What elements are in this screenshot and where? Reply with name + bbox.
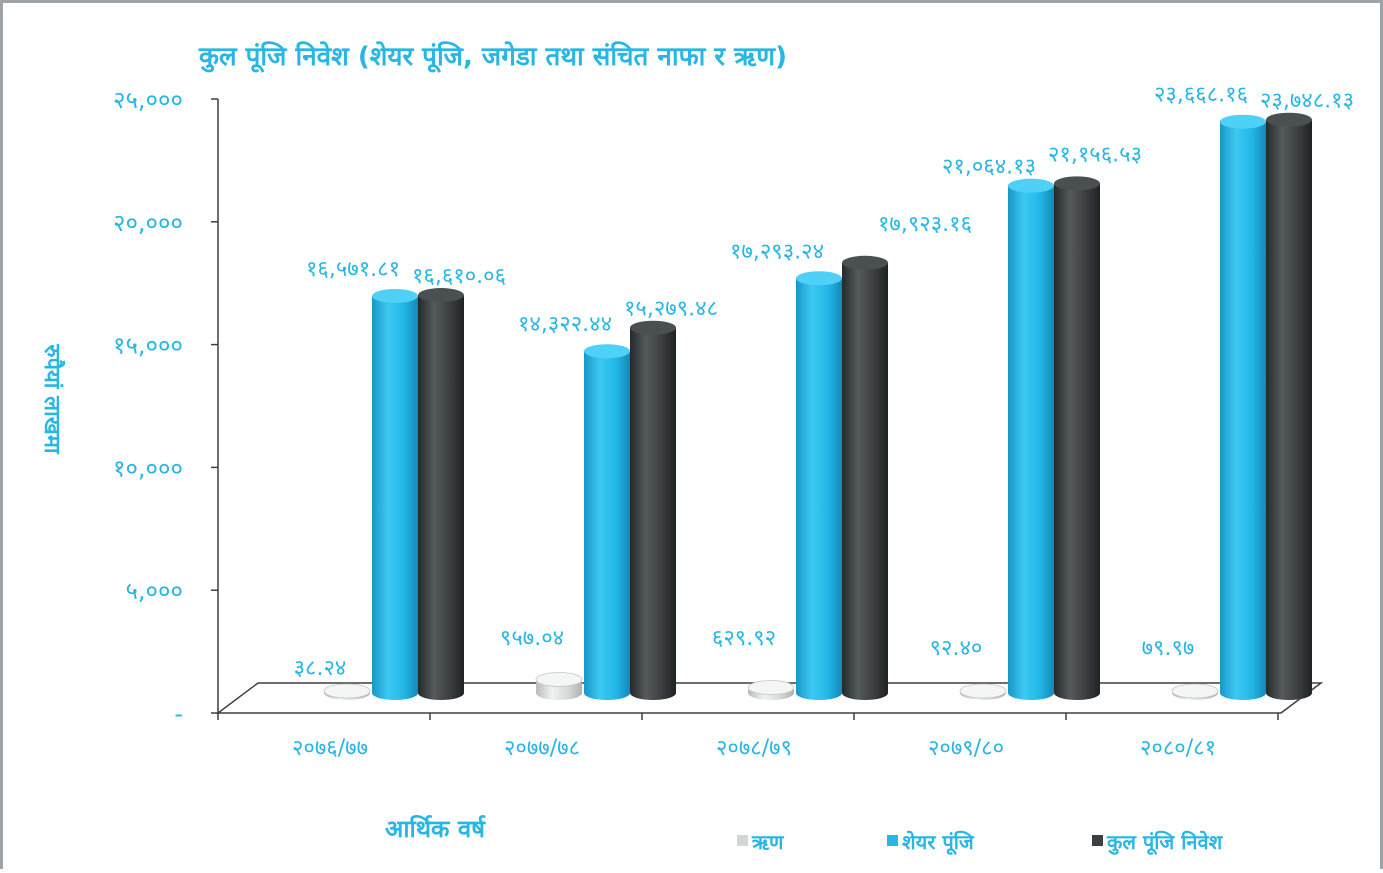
bar-top: [1008, 178, 1054, 193]
value-label-total-capital: २१,१५६.५३: [1048, 142, 1142, 167]
bar-rin-5: [1171, 683, 1219, 700]
bar-top: [1266, 112, 1312, 127]
bar-total-capital-3: [842, 255, 888, 700]
bar-share-capital-5: [1220, 114, 1266, 700]
bar-top: [796, 271, 842, 286]
x-tick-label: २०७९/८०: [928, 736, 1004, 761]
bars-layer: [323, 112, 1312, 700]
legend-label-rin: ऋण: [751, 830, 785, 854]
y-tick-label: २०,०००: [113, 209, 183, 237]
bar-body: [1220, 121, 1266, 694]
value-label-rin: ३८.२४: [294, 656, 347, 681]
value-labels-layer: ३८.२४ १६,५७१.८१ १६,६१०.०६ ९५७.०४ १४,३२२.४४ १५…: [294, 83, 1354, 681]
bar-top: [747, 680, 795, 695]
x-tick-label: २०८०/८१: [1140, 736, 1216, 761]
y-tick-label: ५,०००: [125, 577, 183, 605]
legend-swatch-rin: [737, 835, 748, 846]
bar-top: [535, 672, 583, 687]
legend-swatch-total-capital: [1092, 835, 1103, 846]
bar-total-capital-1: [418, 288, 464, 700]
bar-body: [418, 295, 464, 693]
bar-total-capital-5: [1266, 112, 1312, 700]
chart-title: कुल पूंजि निवेश (शेयर पूंजि, जगेडा तथा स…: [198, 41, 787, 73]
value-label-share-capital: २१,०६४.१३: [942, 155, 1036, 180]
bar-body: [796, 278, 842, 693]
bar-share-capital-2: [584, 344, 630, 700]
bar-top: [584, 344, 630, 359]
bar-body: [1266, 119, 1312, 694]
value-label-rin: ९२.४०: [930, 636, 983, 661]
bar-top: [842, 255, 888, 270]
y-tick-label: १०,०००: [113, 454, 183, 482]
value-label-total-capital: २३,७४८.१३: [1260, 89, 1354, 114]
bar-top: [1220, 114, 1266, 129]
value-label-total-capital: १५,२७९.४८: [624, 297, 718, 322]
value-label-total-capital: १७,९२३.१६: [878, 212, 972, 237]
x-axis-ticks: २०७६/७७ २०७७/७८ २०७८/७९ २०७९/८० २०८०/८१: [217, 713, 1279, 761]
bar-top: [418, 288, 464, 303]
bar-body: [584, 351, 630, 693]
legend-swatch-share-capital: [887, 835, 898, 846]
bar-share-capital-1: [372, 288, 418, 700]
bar-body: [1054, 183, 1100, 693]
bar-chart: कुल पूंजि निवेश (शेयर पूंजि, जगेडा तथा स…: [39, 41, 1354, 855]
bar-rin-4: [959, 683, 1007, 700]
x-tick-label: २०७८/७९: [716, 736, 792, 761]
value-label-rin: ७९.९७: [1142, 636, 1195, 661]
bar-top: [1171, 683, 1219, 699]
y-tick-label: २५,०००: [113, 86, 183, 114]
bar-rin-1: [323, 683, 371, 700]
y-tick-label: १५,०००: [113, 332, 183, 360]
bar-top: [630, 320, 676, 335]
legend: ऋण शेयर पूंजि कुल पूंजि निवेश: [737, 830, 1224, 855]
bar-body: [630, 327, 676, 693]
value-label-rin: ६२९.९२: [712, 626, 776, 651]
y-tick-label: -: [174, 700, 183, 728]
y-axis-title: रुपैयां लाखमा: [39, 343, 66, 455]
legend-label-share-capital: शेयर पूंजि: [902, 830, 975, 855]
bar-body: [842, 262, 888, 693]
value-label-share-capital: २३,६६८.१६: [1154, 83, 1248, 108]
x-tick-label: २०७७/७८: [504, 736, 580, 761]
bar-total-capital-4: [1054, 176, 1100, 700]
value-label-total-capital: १६,६१०.०६: [412, 264, 506, 289]
bar-share-capital-4: [1008, 178, 1054, 700]
bar-body: [1008, 185, 1054, 693]
bar-body: [372, 295, 418, 693]
value-label-share-capital: १४,३२२.४४: [518, 312, 612, 337]
value-label-share-capital: १७,२९३.२४: [730, 239, 824, 264]
bar-rin-2: [535, 672, 583, 700]
x-tick-label: २०७६/७७: [292, 736, 368, 761]
y-axis-ticks: - ५,००० १०,००० १५,००० २०,००० २५,०००: [113, 86, 218, 728]
bar-share-capital-3: [796, 271, 842, 700]
value-label-rin: ९५७.०४: [500, 626, 564, 651]
bar-top: [323, 683, 371, 699]
bar-rin-3: [747, 680, 795, 700]
bar-top: [1054, 176, 1100, 191]
bar-top: [372, 288, 418, 303]
x-axis-title: आर्थिक वर्ष: [385, 815, 486, 843]
bar-total-capital-2: [630, 320, 676, 700]
legend-label-total-capital: कुल पूंजि निवेश: [1106, 830, 1224, 855]
bar-top: [959, 683, 1007, 699]
value-label-share-capital: १६,५७१.८१: [306, 257, 400, 282]
